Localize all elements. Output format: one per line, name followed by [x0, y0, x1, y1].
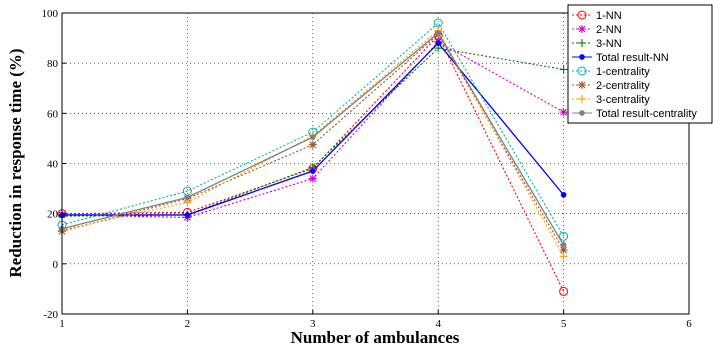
legend-marker — [579, 54, 585, 60]
legend-box — [567, 4, 713, 124]
data-point — [559, 65, 568, 74]
x-tick-label: 2 — [185, 318, 191, 330]
data-point — [184, 194, 191, 201]
series-2-centrality — [58, 30, 568, 255]
series-layer — [57, 18, 569, 296]
legend-marker — [578, 81, 586, 89]
data-point — [560, 192, 567, 198]
legend-item: 3-centrality — [572, 94, 650, 106]
x-tick-label: 6 — [686, 318, 692, 330]
y-tick-label: 20 — [47, 209, 59, 221]
x-tick-label: 1 — [59, 318, 65, 330]
legend-item: 2-centrality — [572, 80, 650, 92]
data-point — [559, 108, 568, 117]
y-tick-label: 60 — [47, 108, 59, 120]
legend-label: 3-NN — [596, 38, 622, 50]
legend-item: Total result-NN — [572, 52, 669, 64]
legend-marker — [577, 10, 587, 20]
y-tick-label: -20 — [43, 309, 58, 321]
data-point — [308, 174, 317, 183]
y-tick-label: 0 — [53, 259, 59, 271]
legend-item: 3-NN — [572, 38, 622, 50]
x-axis-title: Number of ambulances — [291, 328, 460, 347]
legend-label: 2-centrality — [596, 80, 650, 92]
data-point — [560, 242, 567, 248]
data-point — [435, 30, 442, 36]
y-tick-label: 80 — [47, 58, 59, 70]
legend: 1-NN 2-NN 3-NN Total result-NN 1-centrality 2… — [567, 4, 713, 124]
data-point — [559, 231, 569, 241]
series-line — [61, 29, 565, 257]
data-point — [308, 140, 317, 149]
legend-marker — [578, 39, 586, 47]
legend-marker — [579, 110, 585, 116]
legend-marker — [578, 25, 586, 33]
ticks: 1 2 3 4 5 6 -20 0 20 40 60 80 100 — [42, 8, 693, 330]
legend-label: 2-NN — [596, 24, 622, 36]
x-tick-label: 5 — [561, 318, 567, 330]
legend-label: 3-centrality — [596, 94, 650, 106]
data-point — [309, 134, 316, 141]
legend-label: Total result-NN — [596, 52, 669, 64]
data-point — [559, 286, 569, 296]
legend-item: 1-centrality — [572, 66, 650, 78]
y-axis-title: Reduction in response time (%) — [6, 48, 25, 277]
data-point — [309, 168, 316, 174]
data-point — [559, 252, 568, 261]
legend-marker — [578, 95, 586, 103]
y-tick-label: 40 — [47, 159, 59, 171]
x-tick-label: 4 — [435, 318, 441, 330]
data-point — [435, 40, 442, 46]
legend-item: 2-NN — [572, 24, 622, 36]
x-tick-label: 3 — [310, 318, 316, 330]
legend-item: Total result-centrality — [572, 108, 697, 120]
legend-label: 1-centrality — [596, 66, 650, 78]
data-point — [184, 212, 191, 218]
legend-marker — [577, 66, 587, 76]
y-tick-label: 100 — [42, 8, 59, 20]
legend-item: 1-NN — [572, 10, 622, 22]
legend-label: 1-NN — [596, 10, 622, 22]
legend-label: Total result-centrality — [596, 108, 697, 120]
